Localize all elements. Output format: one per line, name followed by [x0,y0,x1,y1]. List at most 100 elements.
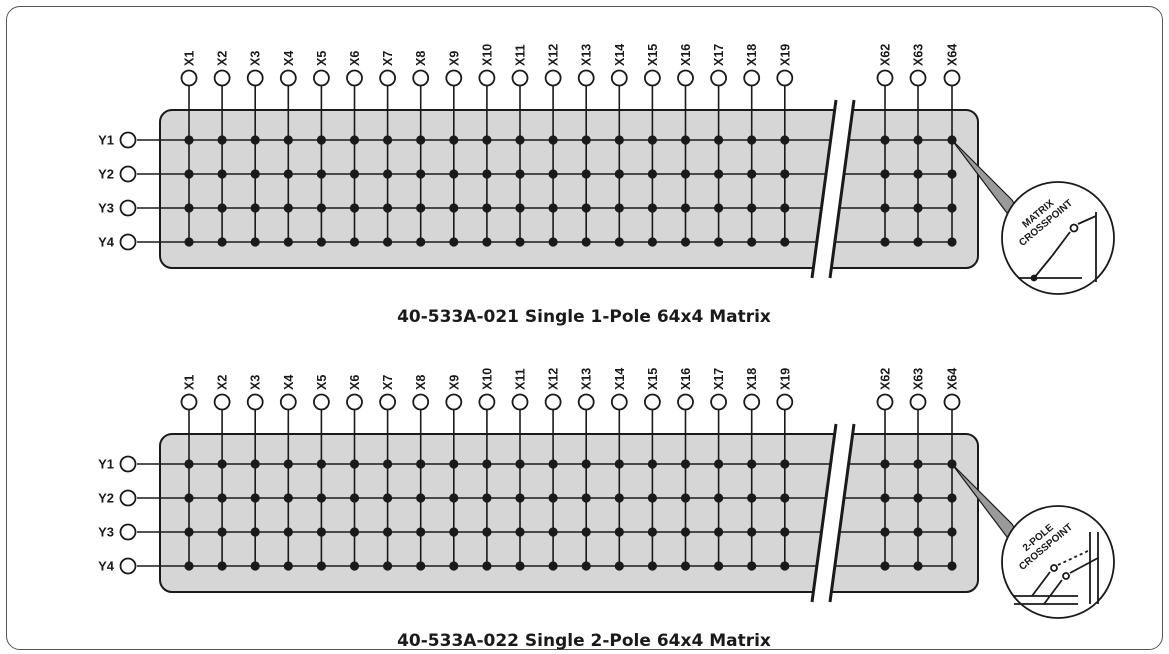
crosspoint-dot [515,527,525,537]
crosspoint-dot [416,561,426,571]
column-label: X16 [679,44,693,66]
column-label: X8 [414,375,428,390]
crosspoint-dot [250,561,260,571]
column-label: X19 [778,44,792,66]
crosspoint-dot [647,561,658,571]
crosspoint-dot [947,169,957,179]
column-terminal [312,69,330,87]
column-label: X2 [216,51,230,66]
crosspoint-dot [316,203,326,213]
crosspoint-dot [913,527,923,537]
crosspoint-dot [449,135,459,145]
column-terminal [577,393,595,411]
column-terminal [876,69,894,87]
column-label: X64 [946,368,960,390]
crosspoint-dot [680,237,691,247]
crosspoint-dot [383,527,393,537]
crosspoint-dot [449,561,459,571]
switch-node [1030,274,1038,282]
column-terminal [213,393,231,411]
column-terminal [677,69,694,87]
column-terminal [943,69,961,87]
crosspoint-dot [647,493,658,503]
row-terminal [119,131,137,149]
crosspoint-dot [383,169,393,179]
crosspoint-dot [647,459,658,469]
crosspoint-dot [581,169,591,179]
crosspoint-dot [880,493,890,503]
crosspoint-dot [548,493,558,503]
switch-blade [1043,579,1063,605]
break-line [810,423,838,603]
crosspoint-dot [383,493,393,503]
column-terminal [379,69,397,87]
column-terminal [246,69,264,87]
crosspoint-dot [416,169,426,179]
column-label: X63 [912,44,926,66]
column-label: X10 [480,44,494,66]
crosspoint-dot [416,203,426,213]
crosspoint-dot [913,459,923,469]
column-label: X3 [249,51,263,66]
crosspoint-dot [184,169,194,179]
crosspoint-dot [714,237,724,247]
crosspoint-dot [217,169,227,179]
column-label: X12 [547,368,561,390]
crosspoint-dot [714,459,724,469]
column-label: X11 [514,44,528,66]
crosspoint-dot [714,135,724,145]
crosspoint-dot [947,237,957,247]
crosspoint-dot [647,237,658,247]
column-terminal [644,393,661,411]
crosspoint-dot [217,135,227,145]
column-label: X4 [282,51,296,66]
crosspoint-dot [349,237,360,247]
column-terminal [909,393,927,411]
crosspoint-dot [714,169,724,179]
row-label: Y3 [98,201,114,216]
column-label: X62 [879,368,893,390]
crosspoint-dot [383,459,393,469]
crosspoint-dot [680,459,691,469]
column-terminal [909,69,927,87]
crosspoint-dot [913,135,923,145]
matrix-board [159,433,979,593]
column-terminal [743,393,761,411]
column-terminal [677,393,694,411]
column-terminal [213,69,231,87]
column-label: X17 [712,368,726,390]
switch-line [1033,255,1053,279]
column-terminal [776,393,794,411]
column-label: X18 [745,44,759,66]
crosspoint-dot [184,561,194,571]
crosspoint-dot [947,493,957,503]
crosspoint-dot [680,561,691,571]
column-terminal [180,69,198,87]
crosspoint-dot [714,203,724,213]
column-terminal [610,393,628,411]
crosspoint-dot [482,135,492,145]
row-terminal [119,233,137,251]
crosspoint-dot [449,237,459,247]
crosspoint-dot [250,237,260,247]
crosspoint-dot [184,135,194,145]
crosspoint-dot [747,459,757,469]
crosspoint-dot [680,203,691,213]
crosspoint-dot [780,527,790,537]
crosspoint-dot [947,203,957,213]
crosspoint-dot [614,527,624,537]
crosspoint-dot [780,237,790,247]
crosspoint-dot [581,135,591,145]
crosspoint-dot [880,459,890,469]
crosspoint-dot [283,459,293,469]
row-terminal [119,523,137,541]
column-terminal [412,393,430,411]
crosspoint-dot [349,169,360,179]
column-label: X63 [912,368,926,390]
matrix-panel-1: Y1 Y2 Y3 Y4 X1 X2 X3 X4 X5 X6 X7 X8 X9 X10 X11 X12 X13 X1… [98,44,1115,327]
crosspoint-dot [184,459,194,469]
crosspoint-dot [913,561,923,571]
crosspoint-dot [680,527,691,537]
crosspoint-dot [416,237,426,247]
